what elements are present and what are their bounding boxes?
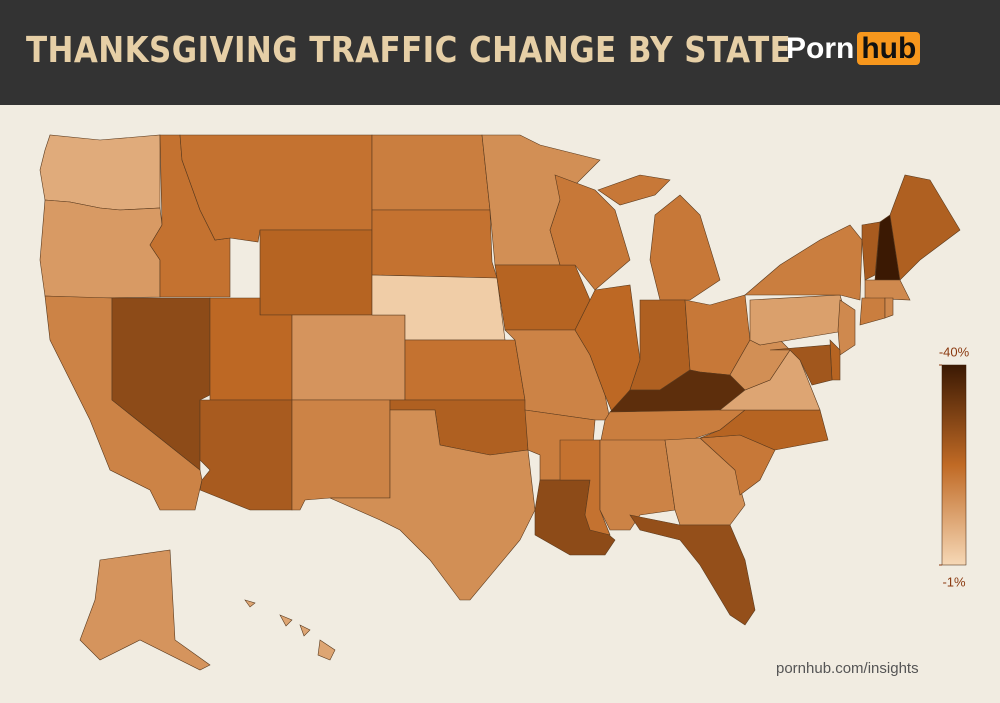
colorbar-label: -40% xyxy=(939,344,970,359)
logo-text: Porn xyxy=(786,32,855,65)
state xyxy=(884,297,894,319)
state xyxy=(291,314,406,401)
state xyxy=(889,174,961,281)
state xyxy=(864,279,911,301)
state xyxy=(39,134,161,211)
colorbar xyxy=(941,364,967,566)
colorbar-label: -1% xyxy=(942,574,966,589)
state xyxy=(549,174,631,291)
state xyxy=(597,174,721,301)
state xyxy=(837,299,856,356)
state xyxy=(749,294,851,346)
state xyxy=(329,409,536,601)
state xyxy=(179,134,373,243)
state xyxy=(861,221,881,281)
state xyxy=(699,409,829,451)
state xyxy=(371,209,498,279)
state xyxy=(371,134,491,211)
state xyxy=(494,264,591,331)
logo: Porn hub xyxy=(786,32,921,66)
header: THANKSGIVING TRAFFIC CHANGE BY STATE Por… xyxy=(0,0,1000,105)
state xyxy=(744,224,863,301)
state xyxy=(574,284,641,413)
title: THANKSGIVING TRAFFIC CHANGE BY STATE xyxy=(26,30,792,71)
state xyxy=(629,514,756,626)
state xyxy=(79,549,211,671)
state xyxy=(291,399,391,511)
state xyxy=(39,199,163,299)
state xyxy=(769,344,833,386)
state xyxy=(244,599,336,661)
source: pornhub.com/insights xyxy=(776,660,919,677)
state xyxy=(259,229,373,316)
state xyxy=(404,339,526,401)
state xyxy=(199,399,293,511)
logo-text: hub xyxy=(857,32,921,65)
state xyxy=(859,297,886,326)
